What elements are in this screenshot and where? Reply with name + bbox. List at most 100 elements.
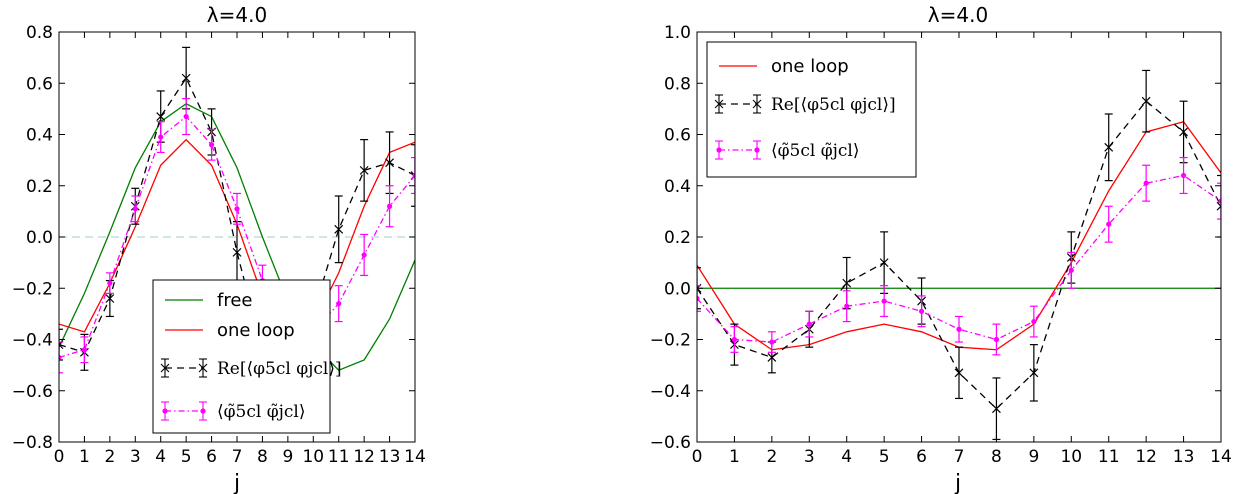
legend-label: ⟨φ̃5cl φ̃jcl⟩ <box>217 402 305 422</box>
x-tick-label: 1 <box>79 447 90 467</box>
x-tick-label: 7 <box>232 447 243 467</box>
data-point <box>59 354 62 361</box>
x-tick-label: 2 <box>766 447 777 467</box>
data-point <box>1031 318 1037 325</box>
legend-item: free <box>165 290 253 311</box>
data-point <box>1180 172 1187 179</box>
legend-item: one loop <box>165 320 295 341</box>
legend: one loop Re[⟨φ5cl φjcl⟩] ⟨φ̃5cl φ̃jcl⟩ <box>706 41 917 178</box>
data-point <box>386 203 393 209</box>
x-tick-label: 0 <box>692 447 703 467</box>
legend-box <box>706 41 917 178</box>
x-tick-label: 13 <box>379 447 401 467</box>
x-axis-label: j <box>954 471 961 494</box>
x-tick-label: 3 <box>130 447 141 467</box>
y-tick-label: 0.8 <box>664 74 691 94</box>
x-tick-label: 4 <box>841 447 852 467</box>
data-point <box>769 339 775 345</box>
data-point <box>844 303 850 309</box>
x-tick-label: 10 <box>302 447 324 467</box>
marker-stroke <box>105 294 115 303</box>
legend-box <box>152 279 331 434</box>
series-line <box>59 102 415 372</box>
y-tick-label: 0.2 <box>26 177 53 197</box>
data-point <box>1106 221 1112 227</box>
data-point <box>1218 198 1221 204</box>
data-point <box>767 353 777 362</box>
x-tick-label: 13 <box>1173 447 1195 467</box>
data-point <box>1143 180 1149 186</box>
data-point <box>993 336 1000 343</box>
y-tick-label: −0.2 <box>650 331 691 351</box>
x-tick-label: 12 <box>353 447 375 467</box>
legend-marker <box>754 147 760 153</box>
legend-marker <box>200 408 206 414</box>
data-point <box>359 165 369 175</box>
y-tick-label: 0.2 <box>664 228 691 248</box>
y-tick-label: 0.6 <box>664 126 691 146</box>
marker-stroke <box>1141 96 1151 106</box>
x-tick-label: 10 <box>1060 447 1082 467</box>
data-point <box>731 336 738 343</box>
x-tick-label: 6 <box>916 447 927 467</box>
legend: free one loop Re[⟨φ5cl φjcl⟩] ⟨φ̃5cl φ̃jcl⟩ <box>152 279 342 434</box>
data-point <box>1141 96 1151 106</box>
x-tick-label: 3 <box>804 447 815 467</box>
legend-item: ⟨φ̃5cl φ̃jcl⟩ <box>161 401 305 422</box>
y-tick-label: 0.6 <box>26 74 53 94</box>
legend-item: Re[⟨φ5cl φjcl⟩] <box>714 94 896 115</box>
marker-stroke <box>359 165 369 175</box>
y-tick-label: 0.4 <box>664 177 691 197</box>
data-point <box>1068 267 1074 273</box>
marker-stroke <box>334 224 344 234</box>
marker-stroke <box>879 258 889 268</box>
legend-item: ⟨φ̃5cl φ̃jcl⟩ <box>715 140 859 161</box>
y-tick-label: 0.8 <box>26 23 53 43</box>
x-tick-label: 6 <box>206 447 217 467</box>
y-tick-label: −0.4 <box>650 382 691 402</box>
y-tick-label: −0.8 <box>12 433 53 453</box>
legend-marker <box>160 363 170 373</box>
data-point <box>1179 127 1188 137</box>
marker-stroke <box>1104 142 1114 152</box>
data-point <box>918 308 925 314</box>
legend-marker <box>716 147 722 153</box>
y-tick-label: 1.0 <box>664 23 691 43</box>
data-point <box>334 224 344 234</box>
data-point <box>1029 368 1039 378</box>
data-point <box>132 206 138 212</box>
marker-stroke <box>181 73 191 83</box>
chart-title: λ=4.0 <box>207 3 267 27</box>
x-tick-label: 11 <box>1098 447 1120 467</box>
data-point <box>842 278 852 288</box>
marker-stroke <box>1029 368 1039 378</box>
marker-stroke <box>59 343 64 350</box>
x-tick-label: 14 <box>404 447 426 467</box>
x-tick-label: 0 <box>54 447 65 467</box>
x-tick-label: 7 <box>954 447 965 467</box>
marker-stroke <box>767 353 777 362</box>
marker-stroke <box>385 158 394 168</box>
marker-stroke <box>1216 201 1221 208</box>
data-point <box>234 206 240 212</box>
data-point <box>806 321 812 327</box>
x-tick-label: 9 <box>1028 447 1039 467</box>
data-point <box>156 112 166 121</box>
legend-marker <box>162 408 168 414</box>
data-point <box>697 295 700 302</box>
x-tick-label: 14 <box>1210 447 1232 467</box>
marker-stroke <box>156 112 166 121</box>
x-tick-label: 1 <box>729 447 740 467</box>
marker-stroke <box>842 278 852 288</box>
data-point <box>954 368 964 378</box>
left-chart: λ=4.0 j 0 1 2 3 4 5 6 7 8 9 10 11 12 13 14−0.8−0.6−0.4… <box>12 3 426 494</box>
data-point <box>208 142 215 148</box>
data-point <box>1216 201 1221 211</box>
legend-label: Re[⟨φ5cl φjcl⟩] <box>217 359 342 379</box>
y-tick-label: −0.2 <box>12 279 53 299</box>
data-point <box>361 252 367 258</box>
x-tick-label: 2 <box>104 447 115 467</box>
marker-stroke <box>697 287 702 293</box>
marker-stroke <box>1179 127 1188 137</box>
